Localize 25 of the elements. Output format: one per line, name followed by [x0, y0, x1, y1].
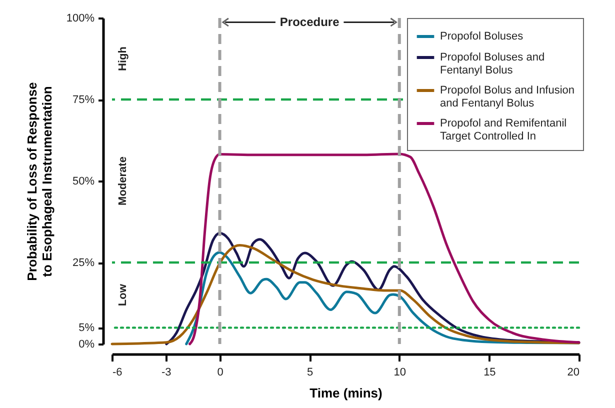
y-tick-label: 100%	[66, 12, 95, 24]
x-tick-label: 20	[567, 366, 580, 378]
annotation: High	[117, 46, 130, 71]
x-tick-label: -3	[161, 366, 172, 378]
x-axis-title: Time (mins)	[310, 386, 382, 400]
y-tick-label: 75%	[72, 94, 95, 106]
x-tick-label: 0	[217, 366, 224, 378]
annotation: Low	[117, 284, 130, 306]
legend-label: Propofol Bolus and Infusion and Fentanyl Bolus	[440, 84, 575, 110]
legend-label: Propofol Boluses and Fentanyl Bolus	[440, 52, 545, 76]
y-tick-label: 25%	[72, 257, 95, 269]
y-tick-label: 0%	[78, 338, 95, 350]
x-tick-label: 10	[394, 366, 406, 378]
x-tick-label: 5	[307, 366, 314, 378]
legend-label: Propofol Boluses	[440, 30, 524, 42]
x-tick-label: -6	[112, 366, 122, 378]
x-tick-label: 15	[484, 366, 496, 378]
annotation: Moderate	[117, 156, 130, 206]
line-series	[188, 152, 580, 346]
annotation: Procedure	[280, 15, 340, 30]
legend-label: Propofol and Remifentanil Target Controlled In	[440, 118, 567, 142]
y-axis-title: Probability of Loss of Response to Esophageal Instrumentation	[24, 82, 54, 281]
y-tick-label: 5%	[78, 322, 95, 334]
line-series	[110, 244, 580, 346]
y-tick-label: 50%	[72, 176, 95, 188]
